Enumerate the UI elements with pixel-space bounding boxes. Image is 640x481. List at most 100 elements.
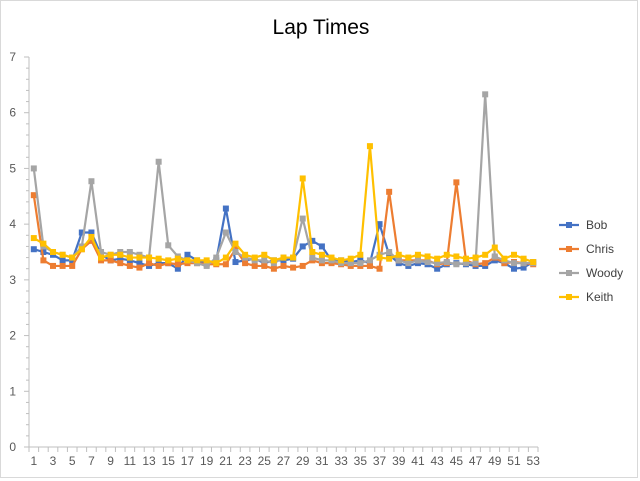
data-point-keith <box>280 254 287 261</box>
data-point-woody <box>299 215 306 222</box>
data-point-bob <box>510 265 517 272</box>
data-point-chris <box>242 260 249 267</box>
data-point-chris <box>261 262 268 269</box>
data-point-chris <box>270 265 277 272</box>
data-point-woody <box>510 260 517 267</box>
data-point-bob <box>318 243 325 250</box>
data-point-chris <box>59 262 66 269</box>
x-tick-label: 31 <box>315 454 329 468</box>
data-point-woody <box>424 259 431 266</box>
data-point-chris <box>126 262 133 269</box>
data-point-keith <box>165 257 172 264</box>
x-tick-label: 19 <box>200 454 214 468</box>
data-point-chris <box>30 192 37 199</box>
legend-marker-chris <box>566 246 572 252</box>
data-point-keith <box>309 249 316 255</box>
data-point-keith <box>386 255 393 262</box>
data-point-keith <box>462 255 469 262</box>
y-tick-label: 7 <box>9 50 16 64</box>
x-tick-label: 41 <box>411 454 425 468</box>
data-point-keith <box>184 257 191 264</box>
data-point-woody <box>88 178 95 185</box>
data-point-woody <box>309 254 316 261</box>
x-tick-label: 53 <box>527 454 541 468</box>
data-point-keith <box>251 254 258 261</box>
x-tick-label: 3 <box>50 454 57 468</box>
x-tick-label: 11 <box>124 454 137 468</box>
data-point-woody <box>318 257 325 264</box>
x-tick-label: 35 <box>354 454 368 468</box>
data-point-chris <box>88 237 95 244</box>
legend-entry-woody: Woody <box>559 266 623 280</box>
data-point-keith <box>261 251 268 258</box>
data-point-chris <box>40 257 47 264</box>
data-point-bob <box>136 260 143 267</box>
data-point-woody <box>462 260 469 267</box>
x-tick-label: 21 <box>219 454 233 468</box>
chart-title: Lap Times <box>273 16 370 39</box>
data-point-bob <box>299 243 306 250</box>
data-point-bob <box>78 229 85 236</box>
data-point-keith <box>290 254 297 261</box>
data-point-bob <box>309 237 316 244</box>
legend: Bob Chris Woody Keith <box>559 218 623 304</box>
legend-entry-keith: Keith <box>559 290 613 304</box>
x-tick-label: 37 <box>373 454 387 468</box>
data-point-keith <box>338 257 345 264</box>
data-point-keith <box>242 251 249 258</box>
data-point-chris <box>290 264 297 271</box>
x-tick-label: 45 <box>450 454 464 468</box>
data-point-bob <box>174 265 181 272</box>
data-point-woody <box>155 158 162 165</box>
data-point-chris <box>50 262 57 269</box>
data-point-woody <box>434 260 441 267</box>
series-keith <box>30 143 537 267</box>
data-point-bob <box>117 255 124 262</box>
data-point-keith <box>59 251 66 258</box>
data-point-chris <box>136 264 143 271</box>
x-tick-label: 15 <box>162 454 176 468</box>
data-point-bob <box>88 229 95 236</box>
data-point-keith <box>443 251 450 258</box>
legend-label-keith: Keith <box>586 290 613 304</box>
data-point-woody <box>453 261 460 268</box>
data-point-woody <box>357 260 364 267</box>
data-point-keith <box>117 251 124 258</box>
x-tick-label: 23 <box>238 454 252 468</box>
x-tick-label: 49 <box>488 454 502 468</box>
data-point-keith <box>88 233 95 240</box>
data-point-chris <box>69 262 76 269</box>
data-point-chris <box>482 260 489 267</box>
data-point-woody <box>213 254 220 261</box>
data-point-keith <box>520 255 527 262</box>
data-point-keith <box>376 254 383 261</box>
data-point-keith <box>366 143 373 150</box>
data-point-keith <box>126 254 133 261</box>
data-point-woody <box>491 253 498 260</box>
y-tick-label: 4 <box>9 217 16 231</box>
data-point-woody <box>386 249 393 255</box>
data-point-keith <box>270 257 277 264</box>
x-tick-label: 39 <box>392 454 406 468</box>
data-point-chris <box>174 261 181 268</box>
data-point-woody <box>366 257 373 264</box>
legend-label-bob: Bob <box>586 218 608 232</box>
data-point-bob <box>232 259 239 266</box>
data-point-keith <box>453 253 460 260</box>
legend-marker-keith <box>566 294 572 300</box>
data-point-woody <box>482 91 489 98</box>
x-tick-label: 13 <box>142 454 156 468</box>
x-tick-label: 7 <box>88 454 95 468</box>
data-point-keith <box>203 257 210 264</box>
data-point-chris <box>299 262 306 269</box>
legend-marker-bob <box>566 222 572 228</box>
data-point-woody <box>414 257 421 264</box>
data-point-bob <box>30 246 37 253</box>
y-tick-label: 2 <box>9 329 16 343</box>
data-point-keith <box>434 255 441 262</box>
data-point-keith <box>347 255 354 262</box>
data-point-chris <box>453 179 460 186</box>
data-point-keith <box>155 255 162 262</box>
